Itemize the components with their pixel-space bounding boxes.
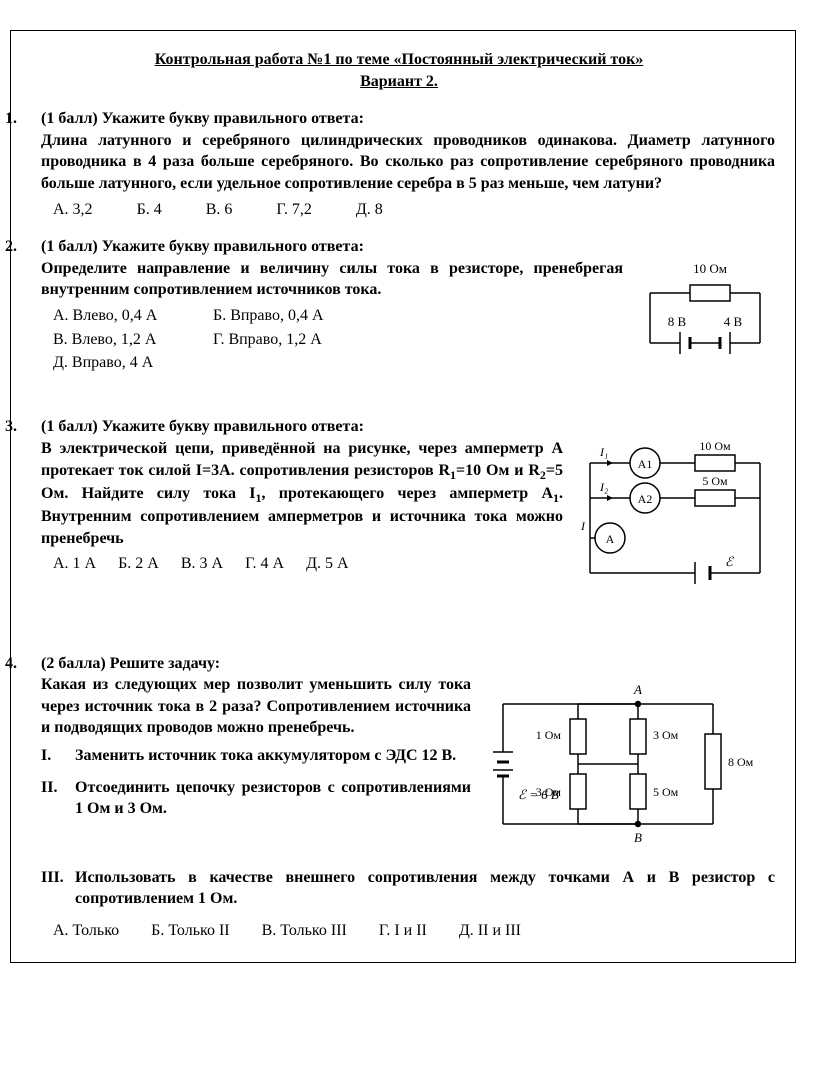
q3-a2: А2	[638, 492, 653, 506]
q4-opt-e: Д. II и III	[459, 922, 521, 939]
q2-figure: 10 Ом 8 В 4 В	[635, 258, 775, 385]
q4-node-a: A	[633, 682, 642, 697]
question-3: 3. (1 балл) Укажите букву правильного от…	[23, 416, 775, 604]
q1-opt-a: А. 3,2	[53, 201, 93, 218]
q4-opt-a: А. Только	[53, 922, 119, 939]
page-title: Контрольная работа №1 по теме «Постоянны…	[23, 49, 775, 71]
q3-r1: 10 Ом	[699, 439, 731, 453]
q1-body: Длина латунного и серебряного цилиндриче…	[41, 130, 775, 195]
q3-opt-e: Д. 5 А	[306, 555, 348, 572]
question-2: 2. (1 балл) Укажите букву правильного от…	[23, 236, 775, 384]
q3-opt-c: В. 3 А	[181, 555, 223, 572]
q4-r-tr: 3 Ом	[653, 728, 679, 742]
q4-roman-3: III.	[41, 867, 69, 910]
q3-a: А	[606, 532, 615, 546]
q4-emf: ℰ = 6 В	[518, 787, 559, 802]
q4-r-tl: 1 Ом	[536, 728, 562, 742]
page-frame: Контрольная работа №1 по теме «Постоянны…	[10, 30, 796, 963]
q3-opt-d: Г. 4 А	[245, 555, 284, 572]
q3-opt-b: Б. 2 А	[118, 555, 159, 572]
q2-number: 2.	[5, 236, 17, 258]
q3-i2: I₂	[599, 480, 608, 494]
q4-r-br: 5 Ом	[653, 785, 679, 799]
q4-opt-c: В. Только III	[262, 922, 347, 939]
title-text-2: Вариант 2.	[360, 73, 438, 90]
q1-opt-c: В. 6	[206, 201, 233, 218]
q4-item-1: Заменить источник тока аккумулятором с Э…	[75, 745, 456, 767]
q1-options: А. 3,2 Б. 4 В. 6 Г. 7,2 Д. 8	[41, 199, 775, 221]
question-1: 1. (1 балл) Укажите букву правильного от…	[23, 108, 775, 220]
q3-r2: 5 Ом	[702, 474, 728, 488]
q3-options: А. 1 А Б. 2 А В. 3 А Г. 4 А Д. 5 А	[41, 553, 563, 575]
q3-a1: А1	[638, 457, 653, 471]
q3-body: В электрической цепи, приведённой на рис…	[41, 438, 563, 550]
q4-roman-1: I.	[41, 745, 69, 767]
q2-opt-a: А. Влево, 0,4 А	[53, 305, 213, 327]
q2-body: Определите направление и величину силы т…	[41, 258, 623, 301]
q2-emf2: 4 В	[724, 314, 743, 329]
q4-options: А. Только Б. Только II В. Только III Г. …	[41, 920, 775, 942]
q2-opt-c: В. Влево, 1,2 А	[53, 329, 213, 351]
page-subtitle: Вариант 2.	[23, 71, 775, 93]
q3-emf: ℰ	[725, 554, 734, 569]
q4-item-3: Использовать в качестве внешнего сопроти…	[75, 867, 775, 910]
q4-roman-2: II.	[41, 777, 69, 820]
q3-i1: I₁	[599, 445, 608, 459]
q2-emf1: 8 В	[668, 314, 687, 329]
title-text-1: Контрольная работа №1 по теме «Постоянны…	[155, 51, 644, 68]
q1-opt-e: Д. 8	[356, 201, 383, 218]
q4-number: 4.	[5, 653, 17, 675]
q4-item-2: Отсоединить цепочку резисторов с сопроти…	[75, 777, 471, 820]
q4-roman-list-cont: III. Использовать в качестве внешнего со…	[41, 867, 775, 910]
q2-options: А. Влево, 0,4 А Б. Вправо, 0,4 А В. Влев…	[41, 305, 623, 374]
q3-i: I	[580, 519, 586, 533]
q4-body: Какая из следующих мер позволит уменьшит…	[41, 674, 471, 739]
q3-opt-a: А. 1 А	[53, 555, 96, 572]
q2-opt-b: Б. Вправо, 0,4 А	[213, 305, 383, 327]
q1-opt-d: Г. 7,2	[276, 201, 311, 218]
q3-number: 3.	[5, 416, 17, 438]
q1-number: 1.	[5, 108, 17, 130]
q4-intro: (2 балла) Решите задачу:	[41, 653, 775, 675]
q2-opt-d: Г. Вправо, 1,2 А	[213, 329, 383, 351]
q1-intro: (1 балл) Укажите букву правильного ответ…	[41, 108, 775, 130]
q4-roman-list: I. Заменить источник тока аккумулятором …	[41, 745, 471, 820]
q4-r-right: 8 Ом	[728, 755, 753, 769]
q4-figure: A B 1 Ом 3 Ом 3 Ом 5 Ом 8 Ом ℰ = 6 В	[483, 674, 753, 861]
q2-intro: (1 балл) Укажите букву правильного ответ…	[41, 236, 775, 258]
question-4: 4. (2 балла) Решите задачу: Какая из сле…	[23, 653, 775, 942]
q2-r-label: 10 Ом	[693, 261, 727, 276]
q4-node-b: B	[634, 830, 642, 845]
q3-figure: А1 А2 А 10 Ом 5 Ом I₁ I₂ I ℰ	[575, 438, 775, 605]
q1-opt-b: Б. 4	[137, 201, 162, 218]
q3-intro: (1 балл) Укажите букву правильного ответ…	[41, 416, 775, 438]
q4-opt-b: Б. Только II	[151, 922, 229, 939]
q2-opt-e: Д. Вправо, 4 А	[53, 352, 213, 374]
q4-opt-d: Г. I и II	[379, 922, 427, 939]
